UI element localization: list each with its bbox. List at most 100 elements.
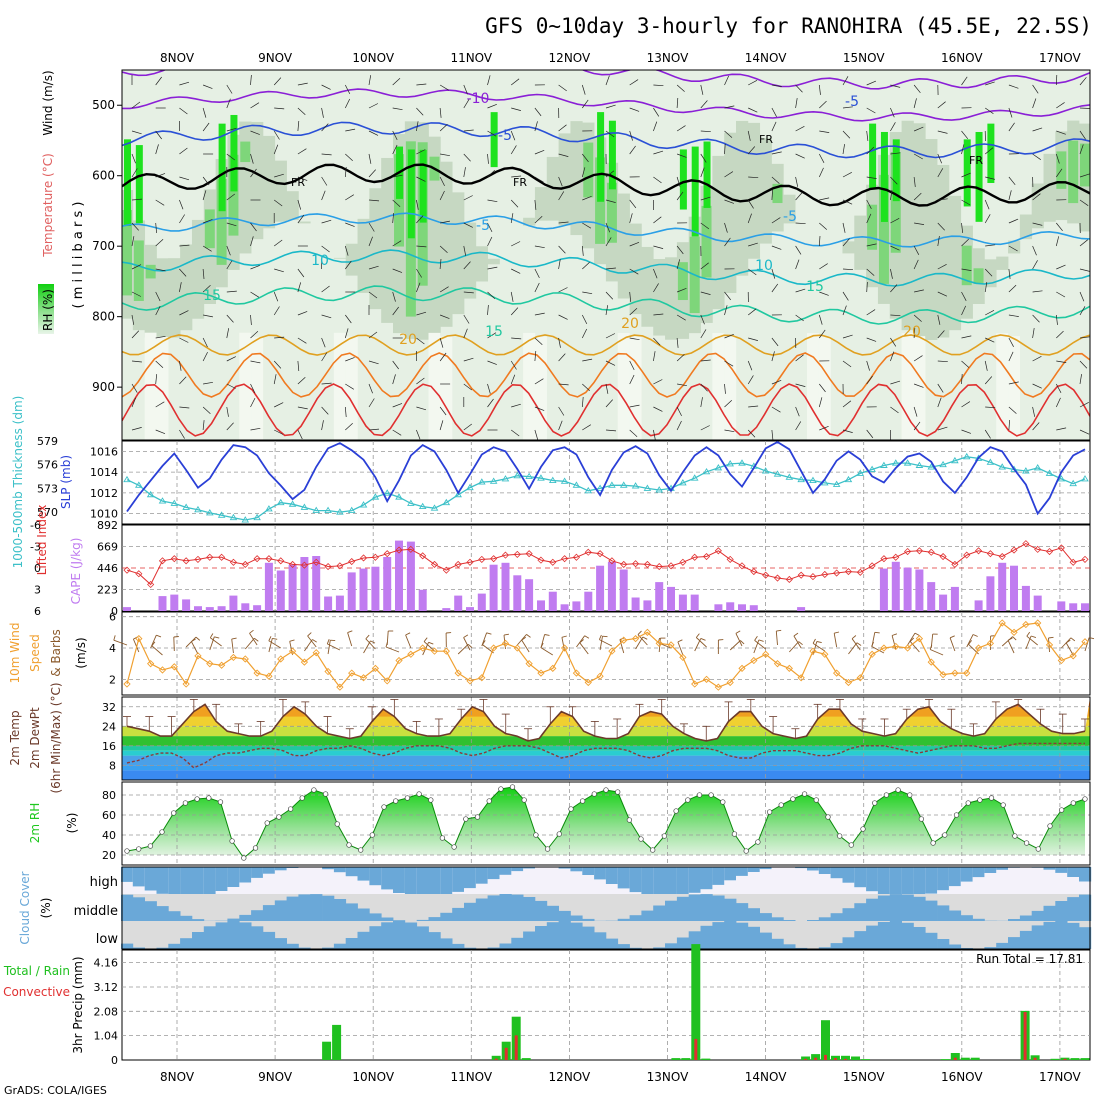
cloud-cell bbox=[948, 944, 962, 949]
thickness-point bbox=[135, 481, 143, 488]
wind-barb bbox=[1055, 74, 1058, 86]
wind-barb bbox=[226, 193, 236, 201]
cape-bar bbox=[974, 600, 983, 611]
thickness-point bbox=[572, 481, 581, 488]
thickness-line bbox=[126, 456, 1086, 521]
cloud-cell bbox=[736, 922, 749, 949]
rh-cell bbox=[867, 204, 878, 250]
temp-ylabel-1: 2m Temp bbox=[8, 710, 22, 765]
wind-barb bbox=[1055, 314, 1058, 325]
wind-barbs-upper bbox=[131, 74, 1090, 440]
cape-bar bbox=[797, 607, 806, 611]
wind-barb bbox=[416, 268, 422, 278]
wind-point bbox=[1045, 641, 1054, 649]
cape-bars bbox=[123, 540, 1089, 611]
date-label: 12NOV bbox=[549, 51, 591, 65]
rh-point bbox=[918, 816, 925, 822]
wind-barb bbox=[1008, 314, 1019, 317]
wind-barb bbox=[416, 121, 419, 132]
wind-barb bbox=[842, 76, 849, 86]
rh-point bbox=[579, 798, 586, 804]
wind-barb bbox=[653, 406, 663, 412]
rh-cell bbox=[381, 157, 394, 323]
rh-cell bbox=[984, 259, 997, 288]
wind-barb bbox=[582, 195, 592, 201]
wind-barb bbox=[653, 313, 664, 316]
cloud-cell bbox=[262, 905, 276, 921]
li-point bbox=[135, 570, 143, 578]
wind-barb bbox=[642, 636, 648, 640]
wind-point bbox=[915, 634, 924, 643]
wind-barb bbox=[273, 374, 277, 385]
wind-point bbox=[998, 619, 1006, 627]
wind-barb bbox=[819, 222, 828, 230]
precip-conv-bar bbox=[1023, 1012, 1027, 1060]
cloud-cell bbox=[286, 943, 299, 949]
wind-barb bbox=[405, 632, 411, 636]
wind-barb bbox=[937, 236, 940, 247]
wind-barb bbox=[1079, 239, 1089, 247]
li-point bbox=[596, 550, 604, 558]
wind-barb bbox=[579, 639, 584, 644]
precip-total-bar bbox=[960, 1057, 970, 1060]
cloud-cell bbox=[676, 896, 690, 921]
wind-barb bbox=[771, 217, 781, 224]
li-point bbox=[549, 558, 557, 566]
wind-barb bbox=[747, 130, 751, 141]
wind-ylabel-3: & Barbs bbox=[49, 629, 63, 677]
wind-barb bbox=[345, 357, 355, 362]
wind-barb bbox=[599, 636, 603, 651]
rh-cell bbox=[1080, 143, 1090, 187]
rh-point bbox=[521, 797, 527, 803]
rh-point bbox=[276, 814, 282, 820]
wind-barb bbox=[581, 167, 586, 178]
wind-barb bbox=[368, 428, 380, 431]
rh-cell bbox=[975, 131, 983, 222]
cloud-cell bbox=[771, 938, 784, 949]
li-point bbox=[785, 575, 793, 584]
wind-barb bbox=[576, 635, 586, 648]
li-point bbox=[561, 555, 569, 563]
wind-barb bbox=[392, 130, 398, 141]
rh-point bbox=[136, 846, 142, 852]
wind-barb bbox=[700, 262, 709, 270]
wind-barb bbox=[558, 287, 568, 293]
wind-point bbox=[974, 644, 983, 652]
wind-barb bbox=[321, 190, 326, 201]
wind-barb bbox=[937, 198, 948, 201]
wind-barb bbox=[890, 84, 901, 88]
precip-tick-label: 3.12 bbox=[94, 981, 119, 994]
wind-barb bbox=[913, 245, 920, 255]
precip-total-bar bbox=[671, 1058, 681, 1060]
cloud-cell bbox=[641, 867, 654, 894]
wind-barb bbox=[788, 641, 800, 653]
date-axis-bottom: 8NOV 9NOV 10NOV 11NOV 12NOV 13NOV 14NOV 15NOV 16… bbox=[160, 1070, 1082, 1084]
pressure-tick-label: 700 bbox=[92, 239, 115, 253]
cloud-cell bbox=[203, 867, 216, 894]
cloud-cell bbox=[665, 943, 678, 949]
wind-barb bbox=[834, 631, 840, 634]
rh-point bbox=[883, 792, 890, 798]
date-label: 13NOV bbox=[647, 1070, 689, 1084]
wind-barb bbox=[961, 291, 967, 301]
cloud-cell bbox=[251, 910, 264, 921]
rh-cell bbox=[523, 217, 536, 226]
cloud-cell bbox=[830, 943, 843, 949]
cape-bar bbox=[359, 568, 368, 611]
wind-barb bbox=[463, 261, 471, 270]
wind-barb bbox=[653, 379, 663, 385]
wind-barb bbox=[463, 99, 470, 109]
wind-point bbox=[253, 669, 261, 677]
cloud-cell bbox=[712, 895, 725, 921]
li-point bbox=[1034, 545, 1042, 553]
wind-barb bbox=[581, 314, 588, 325]
wind-barb bbox=[344, 84, 351, 95]
wind-barb bbox=[747, 429, 756, 438]
wind-barb bbox=[131, 314, 135, 325]
precip-tick-label: 1.04 bbox=[94, 1030, 119, 1043]
wind-point bbox=[466, 677, 474, 685]
rh-cell bbox=[168, 258, 181, 338]
cloud-cell bbox=[889, 921, 902, 949]
cloud-level-middle: middle bbox=[74, 904, 118, 919]
